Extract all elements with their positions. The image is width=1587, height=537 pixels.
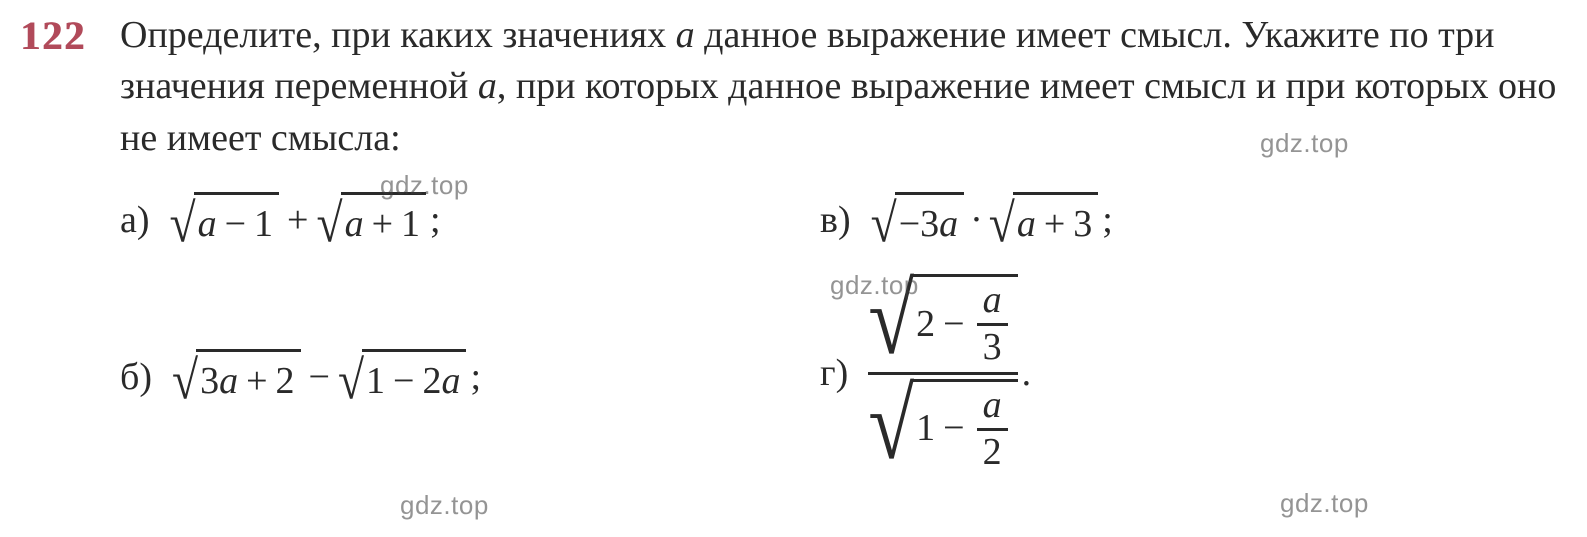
small-fraction: a 2 <box>977 386 1008 473</box>
watermark-text: gdz.top <box>1280 488 1369 519</box>
minus-op: − <box>301 352 338 403</box>
minus-sign: − <box>899 199 920 250</box>
radicand: a − 1 <box>194 192 279 250</box>
option-a-label: а) <box>120 195 150 246</box>
option-b-expression: √ 3a + 2 − √ 1 − <box>172 349 481 407</box>
option-g-label: г) <box>820 348 848 399</box>
const-1: 1 <box>401 199 420 250</box>
option-a: а) √ a − 1 + √ <box>120 192 441 250</box>
small-fraction: a 3 <box>977 281 1008 368</box>
sqrt-icon: √ 1 − 2a <box>338 349 467 407</box>
var-a: a <box>345 199 364 250</box>
coef-3: 3 <box>200 356 219 407</box>
minus-op: − <box>935 299 972 350</box>
sqrt-icon: √ 2 − a 3 <box>868 274 1017 368</box>
watermark-text: gdz.top <box>400 490 489 521</box>
plus-op: + <box>279 195 316 246</box>
radical-symbol: √ <box>338 355 364 410</box>
textbook-problem-page: 122 Определите, при каких значениях a да… <box>0 0 1587 537</box>
const-1: 1 <box>254 199 273 250</box>
options-grid: а) √ a − 1 + √ <box>120 174 1557 484</box>
option-v-expression: √ −3a · √ a + 3 <box>871 192 1113 250</box>
big-fraction: √ 2 − a 3 <box>868 274 1017 473</box>
option-g-expression: √ 2 − a 3 <box>868 274 1031 473</box>
radical-symbol: √ <box>868 376 914 476</box>
radicand: 1 − a 2 <box>912 379 1017 473</box>
var-a: a <box>441 356 460 407</box>
option-b-label: б) <box>120 352 152 403</box>
radical-symbol: √ <box>172 355 198 410</box>
period: . <box>1018 348 1032 399</box>
stmt-part-1: Определите, при каких значениях <box>120 14 676 56</box>
radicand: −3a <box>895 192 964 250</box>
option-a-expression: √ a − 1 + √ a + <box>170 192 441 250</box>
frac-top: a <box>977 281 1008 321</box>
const-2: 2 <box>276 356 295 407</box>
coef-3: 3 <box>920 199 939 250</box>
sqrt-icon: √ 3a + 2 <box>172 349 301 407</box>
problem-122: 122 Определите, при каких значениях a да… <box>20 10 1557 484</box>
radical-symbol: √ <box>316 198 342 253</box>
radicand: a + 3 <box>1013 192 1098 250</box>
frac-bot: 2 <box>977 433 1008 473</box>
sqrt-icon: √ a + 3 <box>989 192 1099 250</box>
coef-2: 2 <box>422 356 441 407</box>
sqrt-icon: √ a + 1 <box>316 192 426 250</box>
minus-op: − <box>217 199 254 250</box>
const-3: 3 <box>1073 199 1092 250</box>
radicand: 2 − a 3 <box>912 274 1017 368</box>
option-v: в) √ −3a · √ a + <box>820 192 1113 250</box>
const-2: 2 <box>916 299 935 350</box>
option-v-label: в) <box>820 195 851 246</box>
radicand: 1 − 2a <box>362 349 466 407</box>
var-a: a <box>1017 199 1036 250</box>
semicolon: ; <box>466 352 481 403</box>
radical-symbol: √ <box>170 198 196 253</box>
radical-symbol: √ <box>871 198 897 253</box>
option-g: г) √ 2 − a <box>820 274 1031 473</box>
stmt-var-2: a <box>478 65 497 107</box>
radicand: a + 1 <box>341 192 426 250</box>
stmt-var-1: a <box>676 14 695 56</box>
plus-op: + <box>1036 199 1073 250</box>
const-1: 1 <box>366 356 385 407</box>
sqrt-icon: √ −3a <box>871 192 965 250</box>
problem-body: Определите, при каких значениях a данное… <box>120 10 1557 484</box>
var-a: a <box>219 356 238 407</box>
option-b: б) √ 3a + 2 − √ <box>120 349 481 407</box>
var-a: a <box>939 199 958 250</box>
multiply-dot: · <box>964 195 989 246</box>
problem-statement: Определите, при каких значениях a данное… <box>120 10 1557 164</box>
plus-op: + <box>238 356 275 407</box>
frac-bot: 3 <box>977 328 1008 368</box>
semicolon: ; <box>1098 195 1113 246</box>
sqrt-icon: √ 1 − a 2 <box>868 379 1017 473</box>
var-a: a <box>198 199 217 250</box>
minus-op: − <box>385 356 422 407</box>
radicand: 3a + 2 <box>196 349 300 407</box>
frac-top: a <box>977 386 1008 426</box>
radical-symbol: √ <box>868 271 914 371</box>
plus-op: + <box>364 199 401 250</box>
sqrt-icon: √ a − 1 <box>170 192 280 250</box>
problem-number: 122 <box>20 10 120 59</box>
minus-op: − <box>935 403 972 454</box>
radical-symbol: √ <box>989 198 1015 253</box>
semicolon: ; <box>426 195 441 246</box>
const-1: 1 <box>916 403 935 454</box>
